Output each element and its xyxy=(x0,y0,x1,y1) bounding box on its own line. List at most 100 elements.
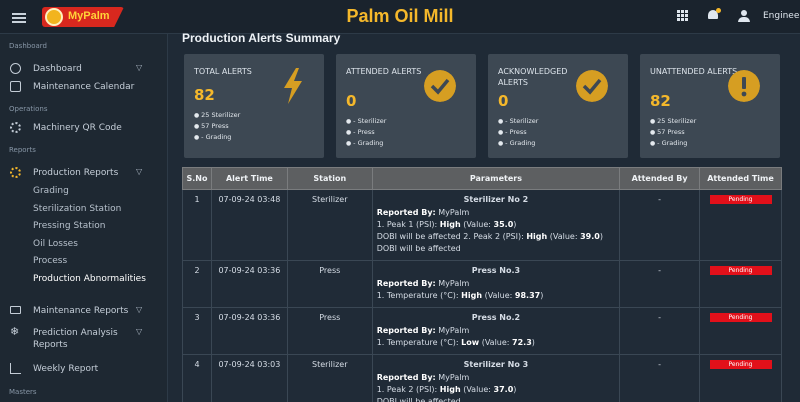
cell-station: Press xyxy=(286,307,373,355)
list-item: - Grading xyxy=(650,138,696,149)
parameter-value: 37.0 xyxy=(493,385,514,394)
column-header-attended-by[interactable]: Attended By xyxy=(619,167,700,190)
parameter-close: ) xyxy=(531,338,535,347)
parameter-title: Press No.2 xyxy=(471,313,521,322)
table-row[interactable]: 1 07-09-24 03:48 Sterilizer Sterilizer No 2… xyxy=(182,189,782,261)
card-value: 0 xyxy=(498,92,509,110)
sidebar-item-maintenance-reports[interactable]: Maintenance Reports ▽ xyxy=(0,303,167,319)
parameter-line: 1. Temperature (°C): High (Value: 98.37) xyxy=(377,290,615,302)
parameter-text: DOBI will be affected xyxy=(376,244,461,253)
list-item: - Grading xyxy=(194,132,240,143)
chevron-down-icon: ▽ xyxy=(136,167,143,176)
parameter-level: High xyxy=(461,291,483,300)
status-badge[interactable]: Pending xyxy=(709,195,772,204)
cell-attended-by: - xyxy=(619,260,700,308)
cell-sno: 2 xyxy=(182,260,212,308)
sidebar-subitem-sterilization[interactable]: Sterilization Station xyxy=(33,204,122,214)
section-label-reports: Reports xyxy=(9,146,36,154)
card-title: TOTAL ALERTS xyxy=(194,67,252,76)
list-item: - Press xyxy=(498,127,538,138)
lightning-icon xyxy=(284,68,302,104)
sidebar-item-label: Prediction Analysis xyxy=(33,328,118,338)
reporter: MyPalm xyxy=(438,208,470,217)
parameter-text: DOBI will be affected 2. Peak 2 (PSI): xyxy=(376,232,527,241)
table-header-row: S.No Alert Time Station Parameters Atten… xyxy=(182,167,782,190)
status-badge[interactable]: Pending xyxy=(709,266,772,275)
column-header-alert-time[interactable]: Alert Time xyxy=(210,167,288,190)
sidebar-item-weekly-report[interactable]: Weekly Report xyxy=(0,361,167,377)
section-label-dashboard: Dashboard xyxy=(9,42,47,50)
card-value: 0 xyxy=(346,92,357,110)
sidebar-item-production-reports[interactable]: Production Reports ▽ xyxy=(0,165,167,181)
parameter-value-label: (Value: xyxy=(479,338,513,347)
cell-alert-time: 07-09-24 03:03 xyxy=(210,354,288,402)
sidebar-item-prediction-analysis[interactable]: ❄ Prediction Analysis Reports ▽ xyxy=(0,325,167,351)
attended-alerts-card: ATTENDED ALERTS 0 - Sterilizer - Press -… xyxy=(336,54,476,158)
parameter-value: 72.3 xyxy=(512,338,532,347)
parameter-close: ) xyxy=(513,385,517,394)
parameter-value-label: (Value: xyxy=(547,232,581,241)
table-row[interactable]: 2 07-09-24 03:36 Press Press No.3 Reported B… xyxy=(182,260,782,308)
table-row[interactable]: 4 07-09-24 03:03 Sterilizer Sterilizer No 3… xyxy=(182,354,782,402)
sidebar-item-dashboard[interactable]: Dashboard ▽ xyxy=(0,61,167,77)
menu-icon[interactable] xyxy=(12,13,26,23)
user-name[interactable]: Engineer xyxy=(763,11,800,21)
table-row[interactable]: 3 07-09-24 03:36 Press Press No.2 Reported B… xyxy=(182,307,782,355)
apps-grid-icon[interactable] xyxy=(677,10,689,22)
column-header-sno[interactable]: S.No xyxy=(182,167,212,190)
card-title: ATTENDED ALERTS xyxy=(346,67,422,76)
section-label-operations: Operations xyxy=(9,105,48,113)
parameter-title: Press No.3 xyxy=(471,266,521,275)
chevron-down-icon: ▽ xyxy=(136,305,143,314)
card-breakdown: 25 Sterilizer 57 Press - Grading xyxy=(194,110,240,143)
card-title: ACKNOWLEDGED ALERTS xyxy=(498,67,568,87)
sidebar-item-label: Maintenance Calendar xyxy=(33,82,135,92)
notification-bell-icon[interactable] xyxy=(707,8,721,21)
parameter-close: ) xyxy=(513,220,517,229)
sidebar-item-maintenance-calendar[interactable]: Maintenance Calendar xyxy=(0,79,167,95)
chevron-down-icon: ▽ xyxy=(136,63,143,72)
card-value: 82 xyxy=(650,92,671,110)
column-header-parameters[interactable]: Parameters xyxy=(371,167,621,190)
list-item: - Press xyxy=(346,127,386,138)
parameter-close: ) xyxy=(540,291,544,300)
parameter-line: DOBI will be affected xyxy=(377,243,615,255)
list-item: 57 Press xyxy=(194,121,240,132)
sidebar-item-label: Production Reports xyxy=(33,168,119,178)
sidebar: Dashboard Dashboard ▽ Maintenance Calend… xyxy=(0,34,168,402)
sidebar-item-machinery-qr[interactable]: Machinery QR Code xyxy=(0,120,167,136)
cell-station: Sterilizer xyxy=(286,189,373,261)
sidebar-subitem-pressing[interactable]: Pressing Station xyxy=(33,221,106,231)
reporter: MyPalm xyxy=(438,373,470,382)
sidebar-subitem-oil-losses[interactable]: Oil Losses xyxy=(33,239,78,249)
parameter-value-label: (Value: xyxy=(460,385,494,394)
parameter-text: 1. Temperature (°C): xyxy=(376,338,462,347)
chevron-down-icon: ▽ xyxy=(136,327,143,336)
status-badge[interactable]: Pending xyxy=(709,360,772,369)
reporter: MyPalm xyxy=(438,279,470,288)
parameter-value: 98.37 xyxy=(514,291,541,300)
parameter-line: 1. Peak 2 (PSI): High (Value: 37.0) xyxy=(377,384,615,396)
parameter-text: 1. Peak 2 (PSI): xyxy=(376,385,440,394)
parameter-text: 1. Temperature (°C): xyxy=(376,291,462,300)
user-icon[interactable] xyxy=(738,10,750,22)
checkmark-icon xyxy=(424,70,456,102)
sidebar-subitem-abnormalities[interactable]: Production Abnormalities xyxy=(33,274,146,284)
status-badge[interactable]: Pending xyxy=(709,313,772,322)
list-item: 57 Press xyxy=(650,127,696,138)
column-header-attended-time[interactable]: Attended Time xyxy=(699,167,782,190)
reporter: MyPalm xyxy=(438,326,470,335)
parameter-value-label: (Value: xyxy=(482,291,515,300)
sidebar-subitem-process[interactable]: Process xyxy=(33,256,68,266)
cell-attended-time: Pending xyxy=(699,354,782,402)
column-header-station[interactable]: Station xyxy=(286,167,373,190)
parameter-value: 35.0 xyxy=(493,220,514,229)
parameter-level: High xyxy=(439,220,461,229)
parameter-value: 39.0 xyxy=(580,232,600,241)
sidebar-subitem-grading[interactable]: Grading xyxy=(33,186,69,196)
parameter-level: High xyxy=(526,232,548,241)
brand-logo[interactable]: MyPalm xyxy=(42,7,124,27)
reported-by-label: Reported By: xyxy=(376,326,436,335)
sidebar-item-label: Machinery QR Code xyxy=(33,123,122,133)
card-title: UNATTENDED ALERTS xyxy=(650,67,738,76)
